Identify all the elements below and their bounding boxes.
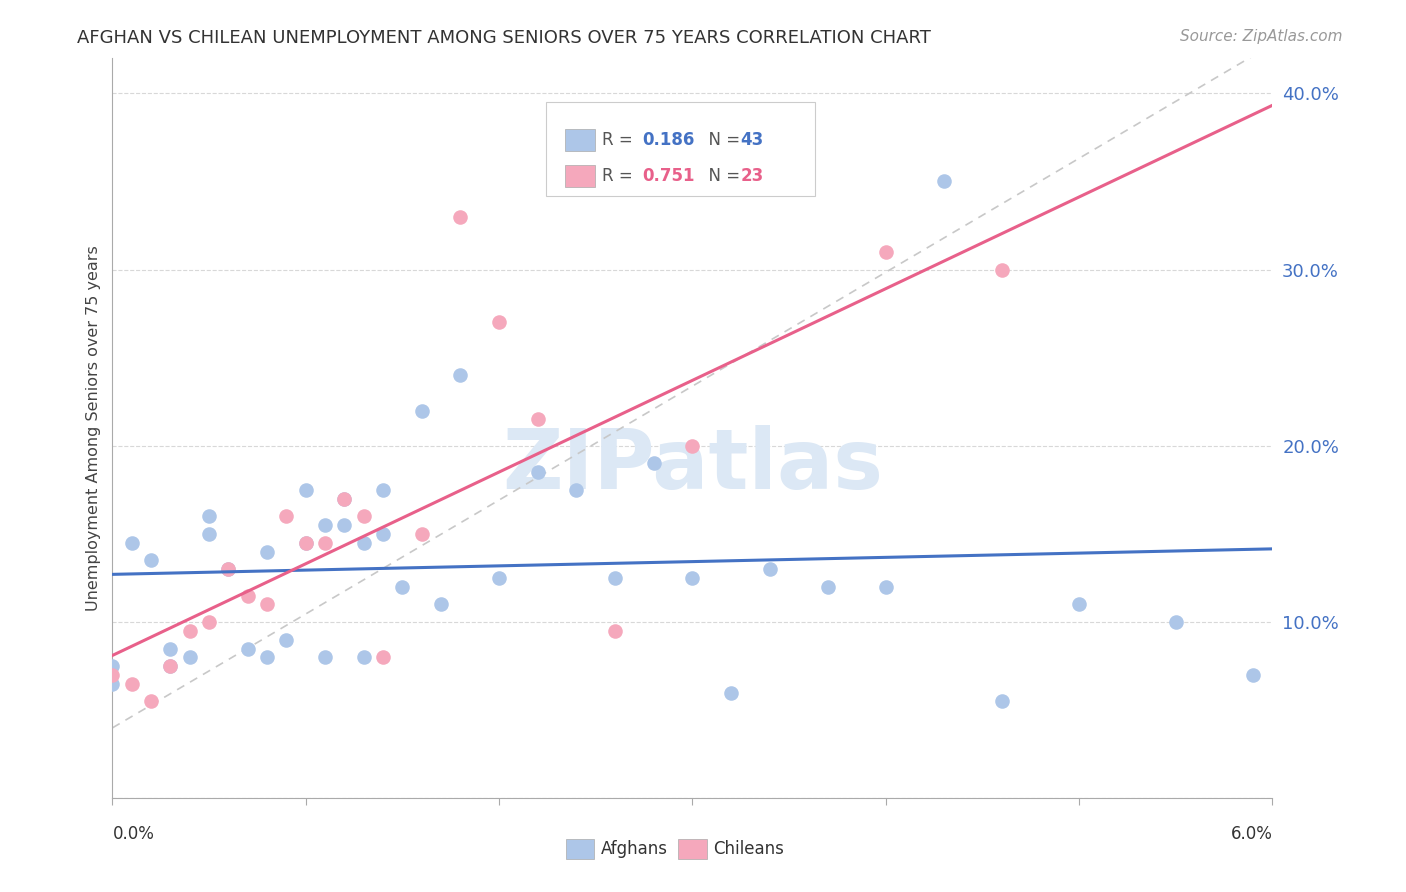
Text: Afghans: Afghans xyxy=(602,840,668,858)
Point xyxy=(371,650,394,665)
Point xyxy=(391,580,413,594)
Point xyxy=(256,598,278,612)
Point xyxy=(314,518,336,533)
Point xyxy=(333,491,356,506)
Point xyxy=(720,685,742,699)
Point xyxy=(159,659,181,673)
Text: N =: N = xyxy=(699,167,745,185)
Point xyxy=(1164,615,1187,629)
Point xyxy=(276,632,298,647)
Text: Chileans: Chileans xyxy=(713,840,785,858)
Point xyxy=(411,527,433,541)
Point xyxy=(371,483,394,497)
Point xyxy=(1069,598,1091,612)
Point xyxy=(333,491,356,506)
Point xyxy=(236,641,259,656)
Text: Source: ZipAtlas.com: Source: ZipAtlas.com xyxy=(1180,29,1343,44)
Point xyxy=(198,527,221,541)
Point xyxy=(527,412,550,426)
Text: 43: 43 xyxy=(741,131,763,149)
Point xyxy=(218,562,240,576)
Point xyxy=(1241,668,1264,682)
Point xyxy=(817,580,839,594)
Y-axis label: Unemployment Among Seniors over 75 years: Unemployment Among Seniors over 75 years xyxy=(86,245,101,611)
Text: N =: N = xyxy=(699,131,745,149)
Point xyxy=(121,535,143,549)
Point xyxy=(450,210,472,224)
Point xyxy=(295,535,318,549)
Point xyxy=(198,615,221,629)
Point xyxy=(295,483,318,497)
Point xyxy=(179,650,201,665)
Point xyxy=(682,571,704,585)
Point xyxy=(643,457,665,471)
Text: R =: R = xyxy=(603,131,638,149)
Point xyxy=(450,368,472,383)
Text: R =: R = xyxy=(603,167,638,185)
Point xyxy=(141,553,163,567)
Point xyxy=(314,650,336,665)
Text: 0.0%: 0.0% xyxy=(112,825,155,843)
Point xyxy=(991,694,1014,708)
Text: ZIPatlas: ZIPatlas xyxy=(502,425,883,506)
Point xyxy=(198,509,221,524)
Point xyxy=(101,677,124,691)
Text: 0.751: 0.751 xyxy=(643,167,695,185)
Point xyxy=(565,483,588,497)
Point xyxy=(605,624,627,638)
Point xyxy=(276,509,298,524)
Point xyxy=(488,315,510,329)
Point xyxy=(101,668,124,682)
Point xyxy=(159,659,181,673)
Point xyxy=(218,562,240,576)
Point xyxy=(759,562,782,576)
Point xyxy=(353,509,375,524)
Point xyxy=(932,174,955,188)
Point xyxy=(682,439,704,453)
Text: 23: 23 xyxy=(741,167,763,185)
Point xyxy=(411,403,433,417)
Point xyxy=(488,571,510,585)
Point xyxy=(121,677,143,691)
Text: AFGHAN VS CHILEAN UNEMPLOYMENT AMONG SENIORS OVER 75 YEARS CORRELATION CHART: AFGHAN VS CHILEAN UNEMPLOYMENT AMONG SEN… xyxy=(77,29,931,46)
Text: 0.186: 0.186 xyxy=(643,131,695,149)
Point xyxy=(991,262,1014,277)
Point xyxy=(159,641,181,656)
Point xyxy=(353,535,375,549)
Text: 6.0%: 6.0% xyxy=(1230,825,1272,843)
Point xyxy=(875,244,897,259)
Point xyxy=(314,535,336,549)
Point xyxy=(179,624,201,638)
Point xyxy=(256,544,278,558)
Point xyxy=(371,527,394,541)
Point xyxy=(527,465,550,479)
Point xyxy=(295,535,318,549)
Point xyxy=(101,659,124,673)
Point xyxy=(141,694,163,708)
Point xyxy=(333,518,356,533)
Point xyxy=(256,650,278,665)
Point xyxy=(236,589,259,603)
Point xyxy=(430,598,453,612)
Point xyxy=(875,580,897,594)
Point xyxy=(605,571,627,585)
Point xyxy=(353,650,375,665)
